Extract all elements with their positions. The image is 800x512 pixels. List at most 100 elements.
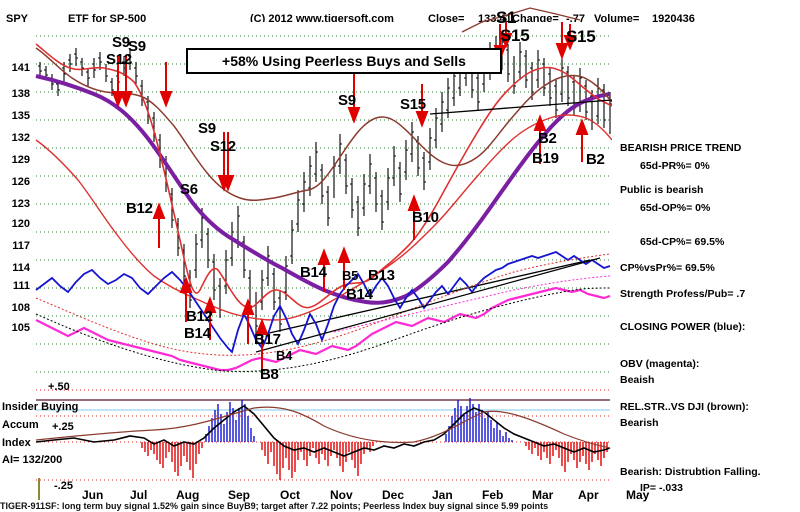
info-distribution: Bearish: Distrubtion Falling.	[620, 466, 761, 478]
volume-label: Volume=	[594, 13, 640, 25]
annotation-s1: S1	[496, 8, 517, 27]
x-tick-sep: Sep	[228, 488, 251, 502]
header-sell-arrows	[461, 7, 581, 50]
annotation-b2-a: B2	[538, 130, 557, 147]
x-tick-jul: Jul	[130, 488, 148, 502]
ai-signal-line	[35, 405, 611, 457]
y-tick: 114	[12, 262, 30, 274]
sell-arrow	[347, 72, 361, 124]
info-cp-vs-pr: CP%vsPr%= 69.5%	[620, 262, 715, 274]
rising-trendline	[255, 259, 591, 337]
y-tick: 117	[12, 240, 30, 252]
y-tick: 129	[11, 154, 30, 166]
sell-arrow	[555, 22, 569, 60]
annotation-s9-c: S9	[338, 92, 356, 109]
buy-arrow	[317, 248, 331, 292]
buy-arrow	[533, 114, 547, 164]
change-label: Change=	[512, 13, 559, 25]
x-tick-mar: Mar	[532, 488, 554, 502]
sell-arrow	[563, 24, 577, 50]
annotation-b5: B5	[342, 268, 359, 283]
upper-trendline	[429, 99, 612, 115]
annotation-b19: B19	[532, 150, 559, 167]
buy-arrow	[575, 118, 589, 162]
ai-tick-bottom: -.25	[54, 480, 73, 492]
annotation-b8: B8	[260, 366, 279, 383]
annotation-s9-d: S9	[198, 120, 216, 137]
annotation-s12-a: S12	[106, 51, 132, 68]
buy-arrow	[152, 202, 166, 248]
annotation-s6: S6	[180, 181, 198, 198]
x-tick-jan: Jan	[432, 488, 453, 502]
sell-arrow	[159, 62, 173, 108]
buy-arrow	[407, 194, 421, 240]
info-bearish-price-trend: BEARISH PRICE TREND	[620, 142, 742, 154]
buy-arrow	[203, 296, 217, 340]
relative-strength-line	[35, 47, 612, 202]
x-tick-apr: Apr	[578, 488, 599, 502]
buy-arrows	[152, 114, 589, 372]
x-tick-may: May	[626, 488, 650, 502]
annotation-b4: B4	[276, 348, 293, 363]
title-banner: +58% Using Peerless Buys and Sells	[186, 48, 502, 74]
sell-arrow	[119, 56, 133, 108]
y-tick: 141	[11, 62, 30, 74]
symbol-description: ETF for SP-500	[68, 13, 147, 25]
y-tick: 108	[11, 302, 30, 314]
annotation-b2-b: B2	[586, 151, 605, 168]
buy-arrow	[241, 298, 255, 344]
long-moving-average-line	[35, 74, 611, 305]
symbol-label: SPY	[6, 13, 29, 25]
annotation-b14-a: B14	[300, 264, 327, 281]
closing-power-trendline	[35, 253, 611, 356]
ai-value-label: AI= 132/200	[2, 454, 63, 466]
annotation-s12-b: S12	[210, 138, 236, 155]
buy-arrow	[179, 276, 193, 322]
copyright-label: (C) 2012 www.tigersoft.com	[250, 13, 394, 25]
info-strength-prof-pub: Strength Profess/Pub= .7	[620, 288, 746, 300]
annotation-b12-a: B12	[126, 200, 153, 217]
obv-trendline	[35, 287, 611, 372]
y-tick: 138	[11, 88, 30, 100]
info-closing-power: CLOSING POWER (blue):	[620, 321, 746, 333]
annotation-b13: B13	[368, 267, 395, 284]
accum-label: Accum	[2, 419, 39, 431]
x-tick-jun: Jun	[82, 488, 104, 502]
lower-band-line	[35, 114, 612, 321]
info-rel-str-state: Bearish	[620, 417, 659, 429]
ai-tick-top: +.50	[48, 381, 70, 393]
bottom-status-strip: TIGER-911SF: long term buy signal 1.52% …	[0, 502, 549, 511]
annotation-s9-a: S9	[112, 34, 130, 51]
annotation-s15-a: S15	[500, 26, 530, 45]
y-tick: 120	[11, 218, 30, 230]
header-relstr-tail	[461, 7, 581, 33]
axis-origin-tick	[38, 478, 40, 500]
index-label: Index	[2, 437, 31, 449]
close-label: Close=	[428, 13, 465, 25]
ai-envelope-line	[35, 406, 611, 449]
sell-arrow	[499, 22, 513, 49]
buy-arrow	[255, 318, 269, 372]
info-65d-cp: 65d-CP%= 69.5%	[640, 236, 725, 248]
annotation-s9-b: S9	[128, 38, 146, 55]
annotation-b14-b: B14	[346, 286, 373, 303]
volume-value: 1920436	[652, 13, 695, 25]
sell-arrow	[415, 84, 429, 128]
ai-tick-mid: +.25	[52, 421, 74, 433]
annotation-b14-c: B14	[184, 325, 211, 342]
annotation-s15-b: S15	[566, 27, 596, 46]
y-tick: 126	[11, 176, 30, 188]
cp-ascending-trendline	[255, 257, 601, 353]
y-tick: 132	[11, 132, 30, 144]
annotation-b17: B17	[254, 331, 281, 348]
x-tick-nov: Nov	[330, 488, 353, 502]
x-tick-feb: Feb	[482, 488, 504, 502]
annotation-b12-b: B12	[186, 308, 213, 325]
info-65d-op: 65d-OP%= 0%	[640, 202, 711, 214]
annotation-b10: B10	[412, 209, 439, 226]
info-obv: OBV (magenta):	[620, 358, 700, 370]
closing-power-line	[35, 251, 611, 354]
x-tick-oct: Oct	[280, 488, 301, 502]
x-tick-aug: Aug	[176, 488, 200, 502]
